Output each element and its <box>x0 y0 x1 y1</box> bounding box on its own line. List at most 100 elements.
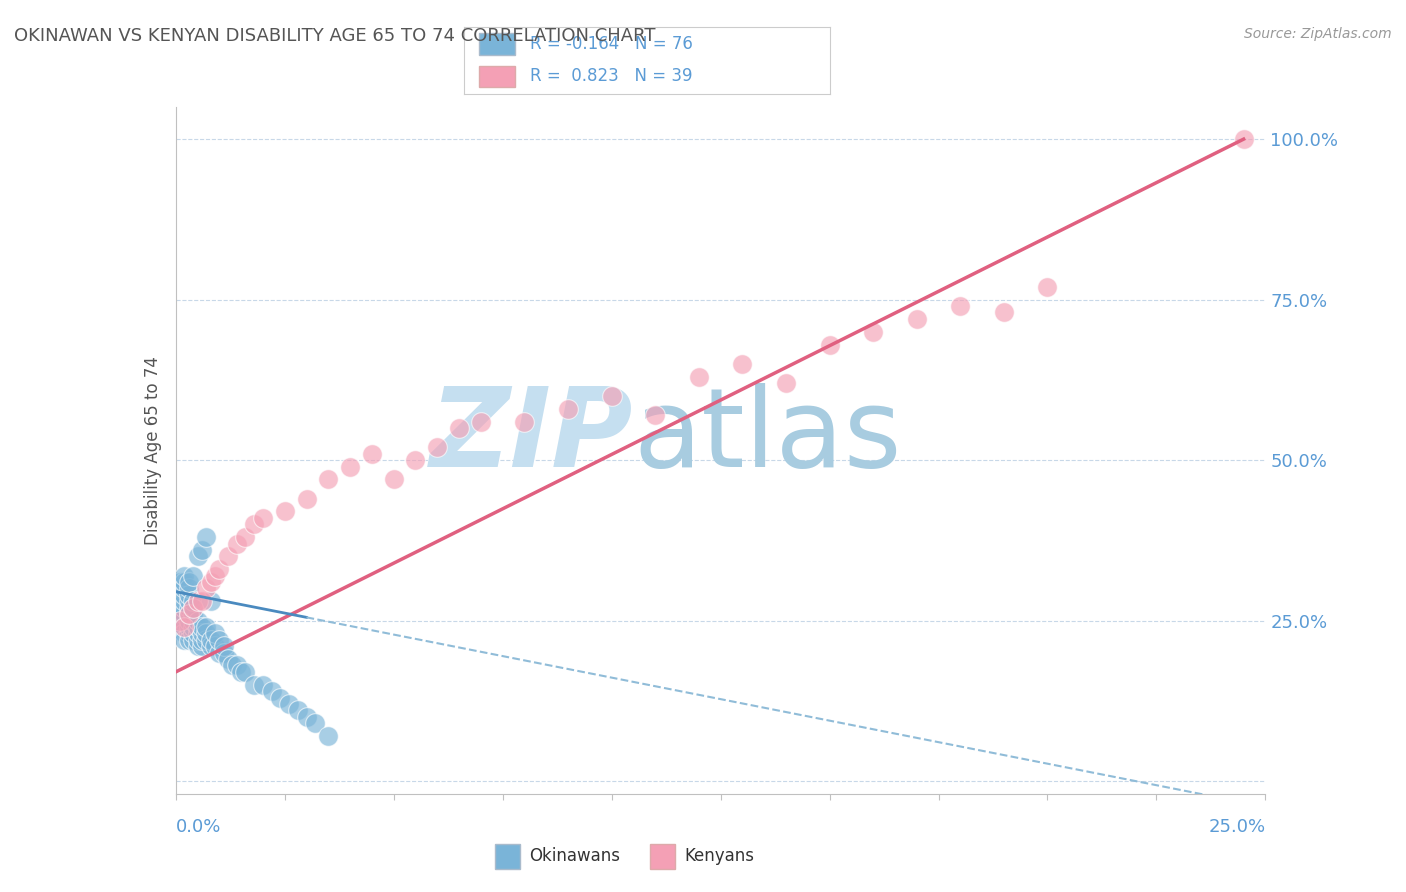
Point <box>177 588 200 602</box>
Point <box>513 415 536 429</box>
Point <box>200 575 222 590</box>
Point <box>200 594 222 608</box>
Point <box>181 632 204 647</box>
Point <box>181 600 204 615</box>
Point <box>177 626 200 640</box>
Point <box>169 614 191 628</box>
Point <box>260 684 283 698</box>
Point <box>225 658 247 673</box>
Point <box>186 614 209 628</box>
Point <box>195 626 218 640</box>
Point <box>181 626 204 640</box>
Point <box>173 632 195 647</box>
Text: 25.0%: 25.0% <box>1208 818 1265 836</box>
Point <box>295 491 318 506</box>
Point <box>204 626 226 640</box>
Point <box>775 376 797 390</box>
Point <box>177 614 200 628</box>
Point <box>204 639 226 653</box>
Point <box>177 575 200 590</box>
Point <box>818 337 841 351</box>
Point <box>269 690 291 705</box>
Point <box>169 594 191 608</box>
Point <box>186 549 209 564</box>
Point <box>191 594 214 608</box>
Text: 0.0%: 0.0% <box>176 818 221 836</box>
Point <box>169 614 191 628</box>
Point <box>169 620 191 634</box>
Point <box>173 620 195 634</box>
Point <box>252 511 274 525</box>
Point <box>235 530 257 544</box>
Point <box>360 447 382 461</box>
Point <box>181 594 204 608</box>
Point <box>274 504 297 518</box>
Point <box>200 632 222 647</box>
Point <box>208 562 231 576</box>
Point <box>644 408 666 422</box>
Point <box>1036 279 1059 293</box>
Point <box>195 530 218 544</box>
Point <box>177 582 200 596</box>
Point <box>405 453 427 467</box>
Point <box>217 652 239 666</box>
Point <box>318 729 340 743</box>
Point <box>287 703 309 717</box>
Point <box>191 620 214 634</box>
Point <box>221 658 243 673</box>
Point <box>862 325 884 339</box>
Point <box>169 582 191 596</box>
Point <box>173 607 195 622</box>
Point <box>186 632 209 647</box>
Text: ZIP: ZIP <box>430 384 633 491</box>
Point <box>177 594 200 608</box>
Point <box>557 401 579 416</box>
Bar <box>650 844 675 869</box>
Point <box>173 600 195 615</box>
Point <box>169 607 191 622</box>
Point <box>177 600 200 615</box>
Point <box>181 600 204 615</box>
Point <box>318 472 340 486</box>
Text: R =  0.823   N = 39: R = 0.823 N = 39 <box>530 67 692 86</box>
Point <box>177 632 200 647</box>
Bar <box>478 66 515 87</box>
Point <box>688 369 710 384</box>
Point <box>173 626 195 640</box>
Point <box>200 639 222 653</box>
Text: Source: ZipAtlas.com: Source: ZipAtlas.com <box>1244 27 1392 41</box>
Point <box>195 582 218 596</box>
Point <box>186 594 209 608</box>
Point <box>177 607 200 622</box>
Point <box>447 421 470 435</box>
Point <box>177 620 200 634</box>
Point <box>208 646 231 660</box>
Text: R = -0.164   N = 76: R = -0.164 N = 76 <box>530 35 693 54</box>
Point <box>195 632 218 647</box>
Point <box>173 575 195 590</box>
Bar <box>478 33 515 55</box>
Point <box>186 639 209 653</box>
Point <box>181 620 204 634</box>
Text: Okinawans: Okinawans <box>529 847 620 865</box>
Point <box>191 639 214 653</box>
Point <box>181 614 204 628</box>
Point <box>191 543 214 558</box>
Point <box>173 568 195 582</box>
Bar <box>495 844 520 869</box>
Point <box>243 517 266 532</box>
Point <box>173 594 195 608</box>
Point <box>169 600 191 615</box>
Point <box>600 389 623 403</box>
Point <box>225 536 247 550</box>
Point <box>186 620 209 634</box>
Point <box>231 665 253 679</box>
Point <box>212 639 235 653</box>
Point <box>905 311 928 326</box>
Point <box>252 678 274 692</box>
Point <box>204 568 226 582</box>
Point <box>191 626 214 640</box>
Point <box>181 568 204 582</box>
Text: atlas: atlas <box>633 384 901 491</box>
Text: Kenyans: Kenyans <box>683 847 754 865</box>
